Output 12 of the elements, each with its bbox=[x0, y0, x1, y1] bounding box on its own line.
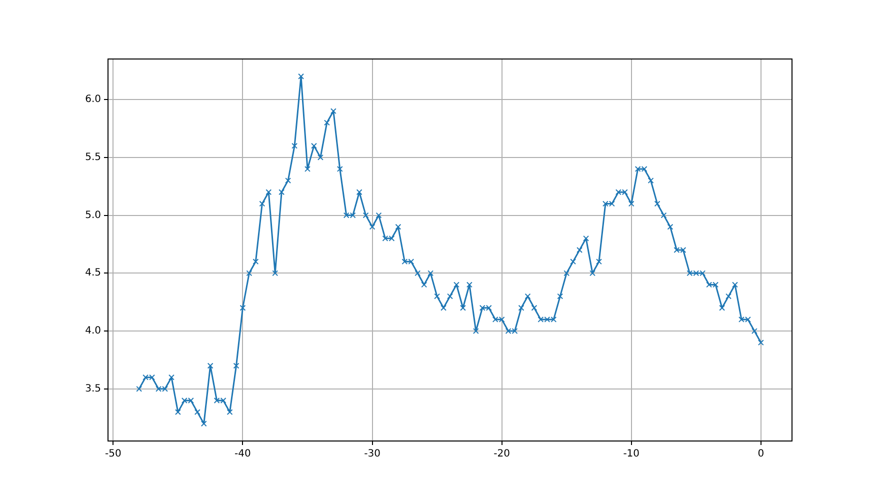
x-tick-label: -50 bbox=[105, 448, 122, 460]
x-tick-label: -40 bbox=[234, 448, 251, 460]
x-tick-label: 0 bbox=[758, 448, 764, 460]
x-tick-label: -10 bbox=[623, 448, 640, 460]
y-tick-label: 4.5 bbox=[85, 268, 101, 279]
y-tick-label: 5.0 bbox=[85, 210, 101, 221]
y-tick-label: 4.0 bbox=[85, 326, 101, 337]
y-tick-label: 6.0 bbox=[85, 94, 101, 106]
x-tick-label: -20 bbox=[494, 448, 510, 460]
x-tick-label: -30 bbox=[364, 448, 380, 460]
y-tick-label: 3.5 bbox=[85, 384, 101, 395]
y-tick-label: 5.5 bbox=[85, 152, 101, 163]
